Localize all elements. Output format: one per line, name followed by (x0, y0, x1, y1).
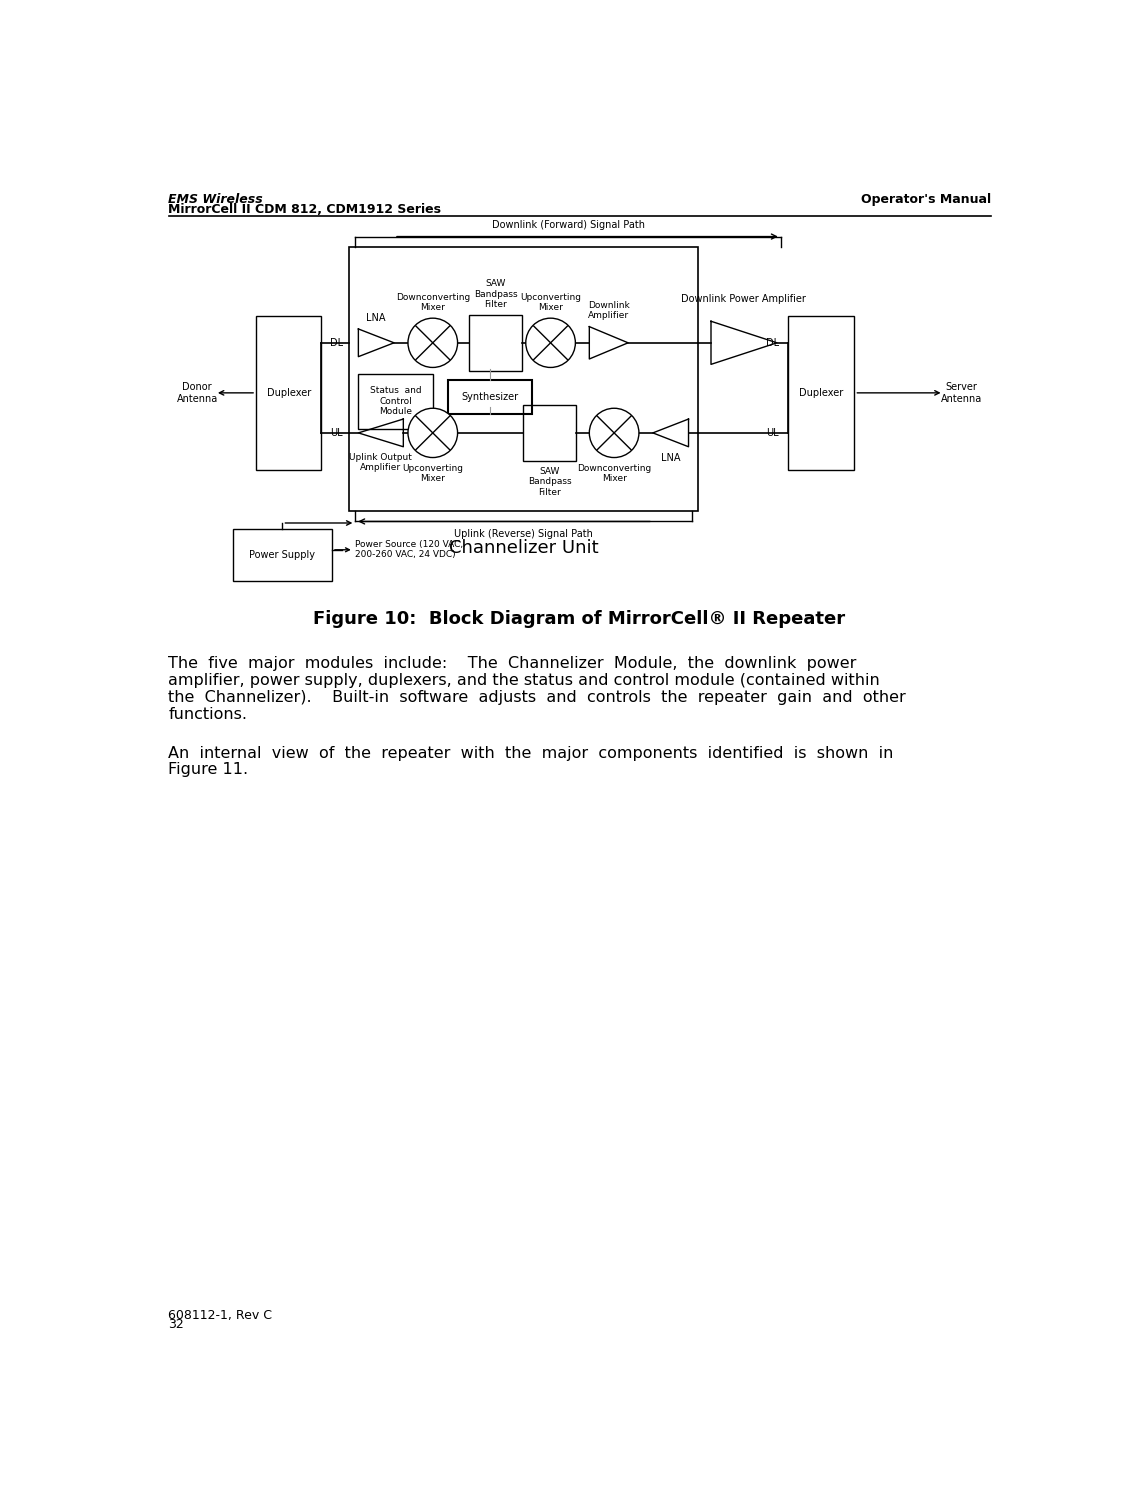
Text: Synthesizer: Synthesizer (461, 392, 519, 402)
Bar (349, 246, 698, 511)
Text: Figure 10:  Block Diagram of MirrorCell® II Repeater: Figure 10: Block Diagram of MirrorCell® … (313, 609, 845, 627)
Text: The  five  major  modules  include:    The  Channelizer  Module,  the  downlink : The five major modules include: The Chan… (169, 656, 857, 670)
Ellipse shape (589, 408, 639, 457)
Bar (524, 405, 576, 460)
Text: An  internal  view  of  the  repeater  with  the  major  components  identified : An internal view of the repeater with th… (169, 745, 893, 760)
Bar (256, 316, 321, 469)
Text: MirrorCell II CDM 812, CDM1912 Series: MirrorCell II CDM 812, CDM1912 Series (169, 204, 441, 216)
Text: the  Channelizer).    Built-in  software  adjusts  and  controls  the  repeater : the Channelizer). Built-in software adju… (169, 690, 906, 705)
Text: LNA: LNA (661, 453, 681, 463)
Text: Status  and
Control
Module: Status and Control Module (370, 386, 422, 416)
Text: UL: UL (767, 428, 779, 438)
Text: Power Supply: Power Supply (250, 550, 316, 560)
Text: Server
Antenna: Server Antenna (941, 381, 982, 404)
Text: Upconverting
Mixer: Upconverting Mixer (520, 292, 581, 311)
Text: 32: 32 (169, 1319, 184, 1332)
Text: Channelizer Unit: Channelizer Unit (449, 539, 598, 557)
Bar (469, 314, 521, 371)
Text: DL: DL (330, 338, 344, 347)
Text: Power Source (120 VAC,
200-260 VAC, 24 VDC): Power Source (120 VAC, 200-260 VAC, 24 V… (355, 539, 464, 559)
Text: EMS Wireless: EMS Wireless (169, 192, 264, 206)
Ellipse shape (526, 319, 576, 368)
Text: Duplexer: Duplexer (267, 387, 311, 398)
Text: Figure 11.: Figure 11. (169, 763, 249, 778)
Bar (788, 316, 854, 469)
Ellipse shape (408, 408, 458, 457)
Text: SAW
Bandpass
Filter: SAW Bandpass Filter (474, 279, 517, 308)
Bar (448, 380, 532, 414)
Text: Downlink (Forward) Signal Path: Downlink (Forward) Signal Path (492, 221, 645, 231)
Text: Uplink Output
Amplifier: Uplink Output Amplifier (349, 453, 413, 472)
Text: Operator's Manual: Operator's Manual (861, 192, 991, 206)
Text: Downconverting
Mixer: Downconverting Mixer (577, 463, 651, 483)
Text: Duplexer: Duplexer (800, 387, 844, 398)
Bar (359, 374, 433, 429)
Bar (233, 529, 333, 581)
Text: functions.: functions. (169, 708, 248, 723)
Text: Upconverting
Mixer: Upconverting Mixer (403, 463, 464, 483)
Text: SAW
Bandpass
Filter: SAW Bandpass Filter (528, 466, 571, 496)
Ellipse shape (408, 319, 458, 368)
Text: UL: UL (330, 428, 343, 438)
Text: DL: DL (766, 338, 779, 347)
Text: LNA: LNA (366, 313, 386, 323)
Text: 608112-1, Rev C: 608112-1, Rev C (169, 1310, 273, 1322)
Text: Downconverting
Mixer: Downconverting Mixer (396, 292, 469, 311)
Text: Uplink (Reverse) Signal Path: Uplink (Reverse) Signal Path (454, 529, 593, 539)
Text: Downlink Power Amplifier: Downlink Power Amplifier (682, 295, 806, 304)
Text: Downlink
Amplifier: Downlink Amplifier (588, 301, 630, 320)
Text: Donor
Antenna: Donor Antenna (176, 381, 218, 404)
Text: amplifier, power supply, duplexers, and the status and control module (contained: amplifier, power supply, duplexers, and … (169, 673, 880, 688)
